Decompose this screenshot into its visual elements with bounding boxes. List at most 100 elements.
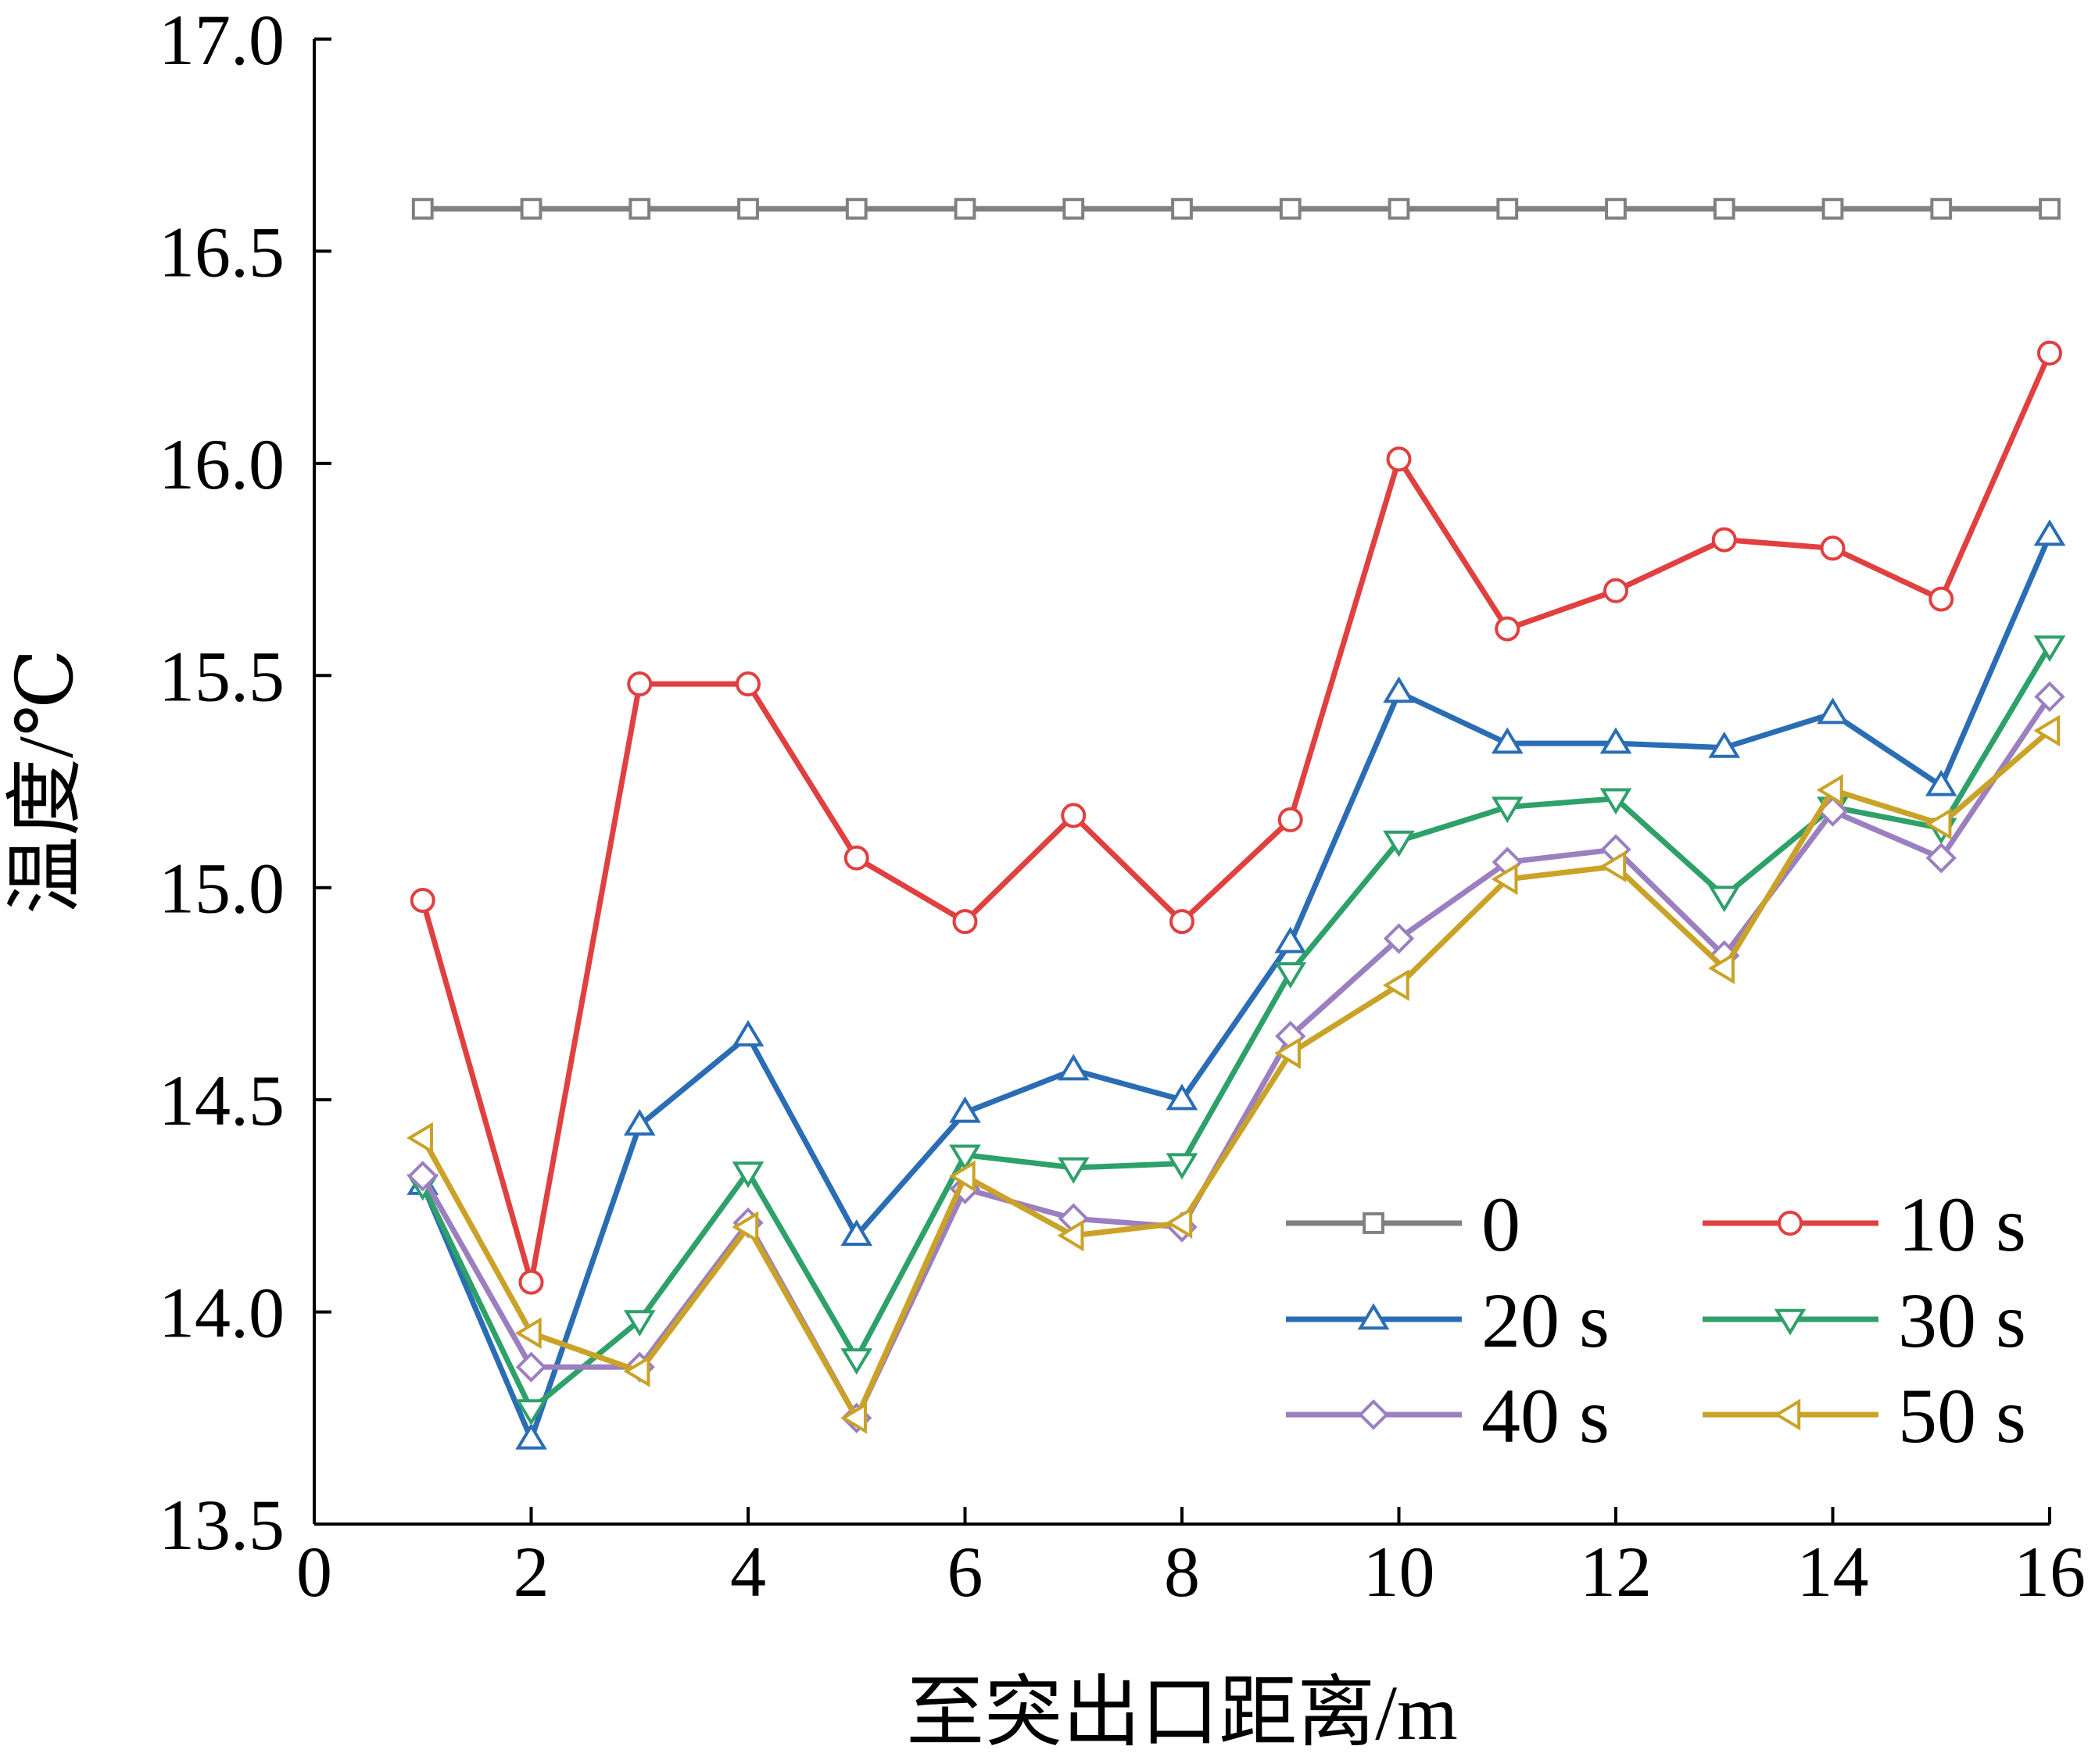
series-line (420, 352, 2053, 1286)
x-tick-label: 6 (947, 1532, 983, 1612)
data-point (2039, 198, 2061, 220)
data-point (732, 1161, 765, 1189)
data-point (628, 198, 651, 220)
data-point (1928, 586, 1954, 612)
data-point (1491, 863, 1518, 896)
data-point (952, 909, 978, 935)
series-line (420, 728, 2052, 1421)
series-layer (406, 198, 2066, 1450)
y-tick-label: 13.5 (159, 1485, 285, 1565)
data-point (1496, 198, 1519, 220)
data-point (1382, 969, 1409, 1001)
legend-item: 10 s (1703, 1181, 2026, 1268)
data-point (1821, 198, 1844, 220)
data-point (1925, 843, 1957, 874)
data-point (840, 1348, 873, 1375)
data-point (840, 1219, 873, 1247)
data-point (1057, 1219, 1084, 1252)
y-tick-label: 14.5 (159, 1061, 285, 1140)
legend-item: 20 s (1286, 1277, 1610, 1364)
legend-item: 30 s (1703, 1277, 2026, 1364)
data-point (1057, 1157, 1090, 1184)
data-point (1057, 1054, 1090, 1081)
legend-label: 20 s (1481, 1277, 1610, 1364)
data-point (1274, 1037, 1301, 1069)
legend-label: 30 s (1898, 1277, 2026, 1364)
data-point (515, 1422, 547, 1450)
y-axis-label: 温度/℃ (2, 649, 89, 914)
data-point (843, 845, 869, 871)
legend-label: 0 (1481, 1181, 1520, 1268)
x-tick-label: 8 (1164, 1532, 1200, 1612)
series-50s (406, 714, 2061, 1434)
series-30s (406, 635, 2066, 1426)
x-tick-label: 12 (1580, 1532, 1652, 1612)
data-point (1708, 886, 1741, 913)
y-tick-label: 16.0 (159, 424, 285, 504)
data-point (1383, 923, 1415, 954)
legend-label: 10 s (1898, 1181, 2026, 1268)
data-point (1274, 926, 1307, 954)
data-point (1817, 697, 1849, 725)
data-point (737, 198, 759, 220)
legend-label: 40 s (1481, 1372, 1610, 1459)
data-point (1605, 198, 1627, 220)
data-point (2033, 635, 2066, 662)
data-point (411, 198, 434, 220)
data-point (623, 1355, 650, 1387)
legend-item: 40 s (1286, 1372, 1610, 1459)
data-point (515, 1399, 547, 1426)
data-point (1820, 535, 1846, 561)
data-point (736, 671, 761, 697)
x-axis-label: 至突出口距离/m (906, 1669, 1458, 1756)
data-point (840, 1401, 867, 1434)
axes: 0 2 4 6 8 10 12 14 16 13.5 14.0 14.5 15.0 15.5 16.0 16… (159, 0, 2086, 1612)
data-point (1383, 676, 1415, 703)
data-point (954, 198, 976, 220)
legend-item: 50 s (1703, 1372, 2026, 1459)
data-point (1166, 1153, 1198, 1180)
data-point (520, 198, 543, 220)
data-point (1279, 198, 1302, 220)
data-point (1383, 830, 1415, 857)
data-point (1495, 616, 1520, 642)
x-tick-label: 4 (730, 1532, 766, 1612)
data-point (515, 1351, 547, 1383)
data-point (407, 1161, 439, 1192)
series-line (420, 695, 2052, 1421)
data-point (949, 1144, 981, 1172)
data-point (1061, 803, 1087, 828)
data-point (406, 1122, 433, 1154)
y-tick-label: 16.5 (159, 212, 285, 292)
y-tick-label: 15.0 (159, 849, 285, 929)
data-point (1491, 727, 1524, 754)
legend-marker (1774, 1398, 1801, 1431)
series-10s (410, 340, 2062, 1295)
data-point (1491, 796, 1524, 824)
data-point (1171, 198, 1193, 220)
data-point (1274, 962, 1307, 989)
data-point (732, 1020, 765, 1047)
data-point (1277, 807, 1303, 832)
y-tick-label: 17.0 (159, 0, 285, 80)
data-point (1816, 774, 1843, 807)
series-0 (411, 198, 2061, 220)
data-point (1166, 1207, 1193, 1239)
series-line (420, 534, 2053, 1442)
data-point (948, 1160, 976, 1193)
x-tick-label: 0 (296, 1532, 332, 1612)
series-line (420, 644, 2053, 1412)
x-tick-label: 2 (514, 1532, 550, 1612)
legend-item: 0 (1286, 1181, 1520, 1268)
data-point (1713, 198, 1735, 220)
data-point (2037, 340, 2062, 366)
data-point (1166, 1083, 1198, 1111)
legend-marker (1778, 1211, 1803, 1236)
data-point (845, 198, 868, 220)
data-point (1386, 446, 1412, 472)
series-20s (406, 519, 2066, 1450)
data-point (623, 1310, 656, 1337)
data-point (1711, 527, 1737, 553)
data-point (623, 1109, 656, 1136)
